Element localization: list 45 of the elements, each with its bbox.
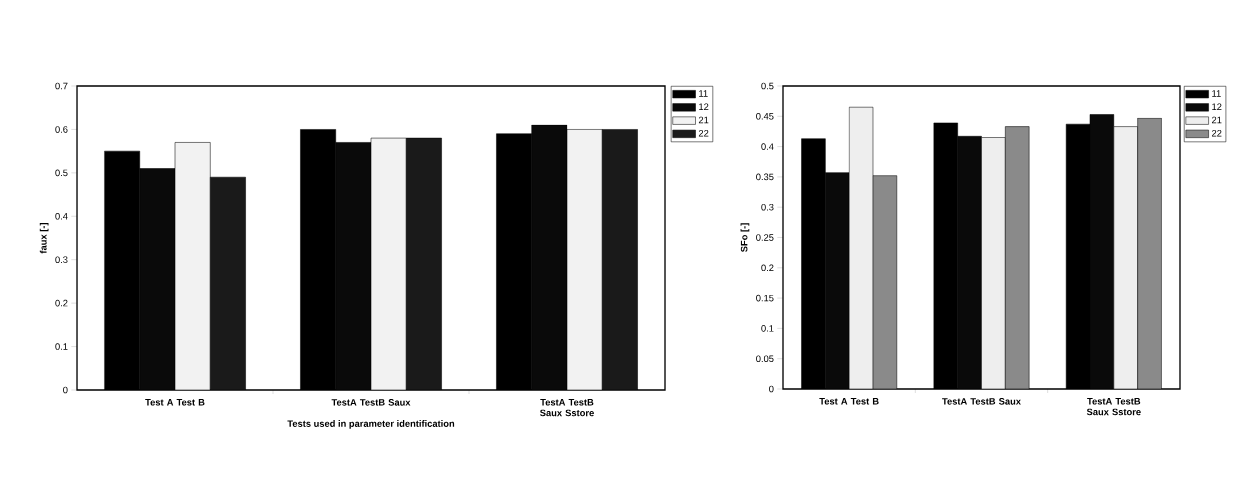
x-tick-label: Test A Test B: [145, 399, 205, 406]
y-tick-label: 0: [63, 386, 68, 394]
y-tick-label: 0.45: [756, 113, 774, 120]
y-tick-label: 0: [769, 385, 774, 393]
bar: [1137, 117, 1162, 389]
y-tick-label: 0.7: [55, 82, 68, 90]
legend-label: 11: [1212, 90, 1221, 97]
legend-label: 12: [1212, 103, 1222, 110]
y-tick-label: 0.25: [756, 234, 774, 241]
y-tick-label: 0.6: [55, 126, 68, 133]
legend-label: 11: [699, 90, 708, 97]
y-tick-label: 0.1: [55, 343, 68, 350]
bar: [981, 137, 1006, 389]
bar: [210, 176, 246, 390]
legend-label: 22: [1211, 129, 1222, 137]
bar: [848, 106, 874, 389]
x-tick-label: TestA TestB Saux Sstore: [1086, 398, 1141, 416]
y-tick-label: 0.4: [55, 212, 68, 220]
y-tick-label: 0.2: [761, 264, 774, 272]
y-tick-label: 0.1: [761, 325, 774, 332]
y-axis-title: faux [-]: [39, 222, 49, 254]
y-tick-label: 0.3: [55, 256, 68, 263]
y-tick-label: 0.05: [756, 355, 774, 362]
bar: [406, 137, 442, 390]
x-tick-label: TestA TestB Saux: [942, 398, 1021, 405]
y-tick-label: 0.5: [761, 82, 774, 90]
bar: [872, 175, 898, 389]
y-tick-label: 0.35: [756, 173, 774, 181]
legend-label: 22: [698, 129, 709, 137]
x-tick-label: Test A Test B: [819, 398, 879, 405]
y-tick-label: 0.15: [756, 294, 774, 302]
bar: [1005, 126, 1030, 389]
y-tick-label: 0.3: [761, 203, 774, 211]
bar: [602, 129, 638, 390]
x-tick-label: TestA TestB Saux Sstore: [540, 399, 594, 417]
legend-label: 12: [699, 103, 709, 110]
y-tick-label: 0.2: [55, 299, 68, 307]
legend-label: 21: [1211, 116, 1222, 124]
x-axis-title: Tests used in parameter identification: [287, 420, 455, 429]
y-tick-label: 0.5: [55, 169, 68, 177]
y-tick-label: 0.4: [761, 143, 774, 150]
x-tick-label: TestA TestB Saux: [331, 399, 411, 406]
bar: [1113, 126, 1138, 389]
legend-label: 21: [698, 116, 709, 124]
y-axis-title: SFo [-]: [740, 223, 750, 252]
